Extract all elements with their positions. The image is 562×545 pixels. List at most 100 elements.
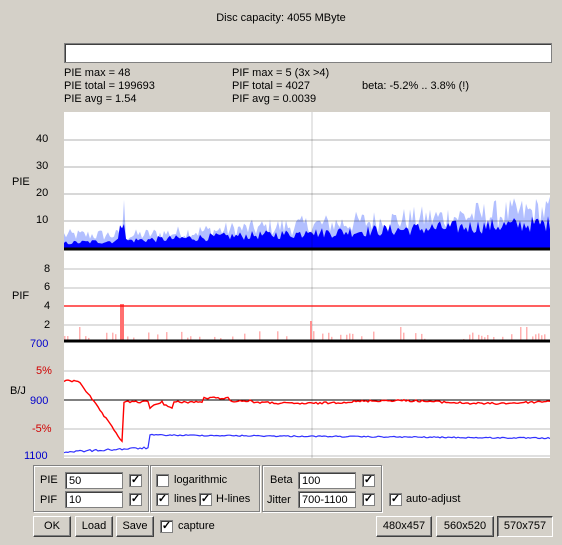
- ok-button[interactable]: OK: [33, 516, 71, 537]
- pie-scale-input[interactable]: 50: [65, 472, 123, 489]
- pif-bar: [187, 337, 189, 341]
- pif-spike: [120, 304, 124, 341]
- pif-bar: [502, 336, 504, 341]
- bj-chart-label: B/J: [10, 385, 26, 397]
- pif-bar: [493, 336, 495, 341]
- pif-bar: [259, 331, 261, 341]
- pif-bar: [166, 332, 168, 341]
- save-button[interactable]: Save: [116, 516, 154, 537]
- pif-bar: [484, 337, 486, 341]
- pie-chart-svg: [64, 112, 550, 252]
- pif-bar: [328, 332, 330, 341]
- size-570x757-button[interactable]: 570x757: [497, 516, 553, 537]
- pif-bar: [403, 332, 405, 341]
- logarithmic-checkbox[interactable]: [156, 474, 169, 487]
- logarithmic-label: logarithmic: [174, 474, 228, 486]
- pie-chart: [64, 112, 550, 252]
- beta-jitter-group: [262, 465, 382, 512]
- pif-spike: [310, 321, 312, 341]
- pie-bars: [64, 216, 550, 249]
- size-560x520-button[interactable]: 560x520: [436, 516, 494, 537]
- scale-group: [33, 465, 149, 512]
- lines-checkbox[interactable]: ✓: [156, 493, 169, 506]
- jitter-scale-label: Jitter: [267, 494, 291, 506]
- capture-label: capture: [178, 520, 215, 532]
- bj-chart-svg: [64, 344, 550, 458]
- pif-bar: [199, 336, 201, 341]
- pif-total-stat: PIF total = 4027: [232, 80, 310, 92]
- jitter-scale-input[interactable]: 700-1100: [298, 491, 356, 508]
- jitter-tick-900: 900: [30, 395, 49, 407]
- auto-adjust-label: auto-adjust: [406, 493, 461, 505]
- pif-avg-stat: PIF avg = 0.0039: [232, 93, 317, 105]
- pie-avg-stat: PIE avg = 1.54: [64, 93, 137, 105]
- size-480x457-button[interactable]: 480x457: [376, 516, 432, 537]
- beta-tick-minus5: -5%: [32, 423, 52, 435]
- pif-bar: [349, 333, 351, 341]
- jitter-scale-checkbox[interactable]: ✓: [362, 493, 375, 506]
- beta-scale-input[interactable]: 100: [298, 472, 356, 489]
- hlines-label: H-lines: [216, 493, 251, 505]
- beta-scale-checkbox[interactable]: ✓: [362, 474, 375, 487]
- pif-bar: [535, 334, 537, 341]
- disc-capacity-title: Disc capacity: 4055 MByte: [216, 12, 346, 24]
- pif-scale-label: PIF: [40, 494, 58, 506]
- pif-scale-input[interactable]: 10: [65, 491, 123, 508]
- jitter-tick-1100: 1100: [24, 450, 48, 462]
- pie-tick-30: 30: [36, 160, 49, 172]
- pif-bar: [133, 337, 135, 341]
- pif-scale-checkbox[interactable]: ✓: [129, 493, 142, 506]
- pif-bar: [538, 333, 540, 341]
- pif-bar: [331, 336, 333, 341]
- pif-bar: [157, 334, 159, 341]
- beta-scale-label: Beta: [270, 474, 293, 486]
- pie-tick-40: 40: [36, 133, 49, 145]
- pif-bar: [214, 336, 216, 341]
- pie-scale-checkbox[interactable]: ✓: [129, 474, 142, 487]
- pif-bar: [64, 335, 66, 341]
- pif-chart-svg: [64, 252, 550, 344]
- pif-bar: [277, 331, 279, 341]
- pif-bar: [469, 334, 471, 341]
- pif-bar: [115, 334, 117, 341]
- capture-checkbox[interactable]: ✓: [160, 520, 173, 533]
- pif-bar: [511, 334, 513, 341]
- beta-tick-5: 5%: [36, 365, 52, 377]
- load-button[interactable]: Load: [75, 516, 113, 537]
- pie-chart-label: PIE: [12, 176, 30, 188]
- jitter-tick-700: 700: [30, 338, 49, 350]
- pif-bar: [400, 327, 402, 341]
- pif-bar: [361, 336, 363, 341]
- pif-bar: [190, 336, 192, 341]
- pif-tick-2: 2: [44, 319, 51, 331]
- pif-bar: [415, 333, 417, 341]
- auto-adjust-checkbox[interactable]: ✓: [389, 493, 402, 506]
- pif-bar: [127, 336, 129, 341]
- pif-bar: [421, 333, 423, 341]
- lines-label: lines: [174, 493, 197, 505]
- hlines-checkbox[interactable]: ✓: [199, 493, 212, 506]
- pif-bar: [322, 333, 324, 341]
- pie-tick-20: 20: [36, 187, 49, 199]
- pif-bar: [232, 336, 234, 341]
- pif-bar: [520, 327, 522, 341]
- pif-bar: [181, 331, 183, 341]
- pif-bar: [541, 335, 543, 341]
- pif-bar: [79, 327, 81, 341]
- pif-bar: [346, 334, 348, 341]
- beta-jitter-chart: [64, 344, 550, 458]
- pif-bar: [472, 332, 474, 341]
- beta-line: [64, 379, 550, 443]
- pif-bar: [373, 331, 375, 341]
- pif-bar: [244, 333, 246, 341]
- pif-tick-8: 8: [44, 263, 51, 275]
- pif-bar: [148, 332, 150, 341]
- pif-bar: [544, 334, 546, 341]
- pif-max-stat: PIF max = 5 (3x >4): [232, 67, 330, 79]
- pif-bar: [487, 334, 489, 341]
- pif-bar: [88, 337, 90, 341]
- pif-bar: [352, 333, 354, 341]
- pie-tick-10: 10: [36, 214, 49, 226]
- beta-range-stat: beta: -5.2% .. 3.8% (!): [362, 80, 469, 92]
- jitter-line: [64, 433, 550, 454]
